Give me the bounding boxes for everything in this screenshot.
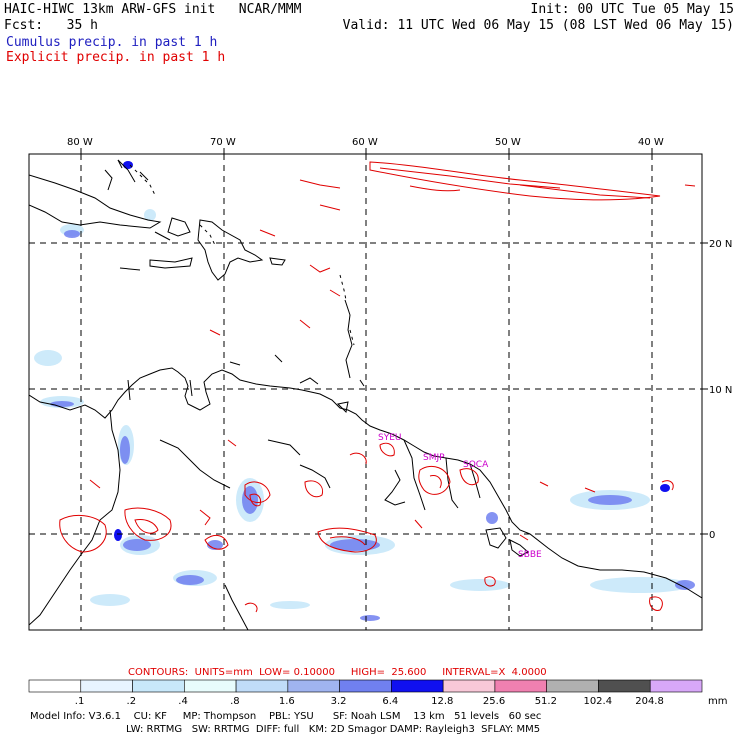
colorbar-tick-label: 204.8 [635,696,664,707]
lon-label: 50 W [495,137,521,148]
colorbar-cell [494,679,547,693]
coastlines [29,159,702,630]
contour-info: CONTOURS: UNITS=mm LOW= 0.10000 HIGH= 25… [128,667,547,678]
colorbar-tick-label: 6.4 [382,696,399,707]
colorbar-cell [546,679,599,693]
colorbar-cell [28,679,82,693]
colorbar-tick-label: 1.6 [278,696,295,707]
lon-ticks [80,148,708,535]
lat-lon-grid [29,154,702,630]
colorbar-tick-label: 12.8 [431,696,454,707]
colorbar-cell [184,679,237,693]
colorbar-cell [287,679,340,693]
colorbar-cell [442,679,496,693]
valid-time: Valid: 11 UTC Wed 06 May 15 (08 LST Wed … [342,18,734,33]
station-label: SOCA [463,460,489,470]
colorbar-tick-label: .4 [178,696,188,707]
lon-label: 60 W [352,137,378,148]
legend-cumulus: Cumulus precip. in past 1 h [6,35,218,50]
legend-explicit: Explicit precip. in past 1 h [6,50,226,65]
colorbar-tick-label: 51.2 [534,696,557,707]
map-frame [28,153,703,631]
model-info-line1: Model Info: V3.6.1 CU: KF MP: Thompson P… [30,711,542,722]
colorbar-tick-label: .1 [74,696,85,707]
colorbar-cell [235,679,289,693]
station-label: SBBE [518,550,542,560]
init-time: Init: 00 UTC Tue 05 May 15 [530,2,735,17]
colorbar-cell [339,679,392,693]
model-info-line2: LW: RRTMG SW: RRTMG DIFF: full KM: 2D Sm… [126,724,541,735]
colorbar-cell [598,679,651,693]
colorbar-tick-label: 25.6 [482,696,506,707]
lon-label: 40 W [638,137,664,148]
colorbar-tick-label: .2 [126,696,137,707]
lon-label: 70 W [210,137,236,148]
colorbar-cells [28,679,703,693]
colorbar-tick-label: 102.4 [583,696,613,707]
colorbar-units: mm [708,696,728,707]
political-borders [129,164,355,346]
colorbar-cell [649,679,703,693]
station-label: SYEU [378,433,401,443]
forecast-hour: Fcst: 35 h [4,18,98,33]
explicit-precip-contours [59,161,696,613]
lon-label: 80 W [67,137,93,148]
lat-label: 10 N [709,385,732,396]
colorbar-tick-label: 3.2 [330,696,347,707]
colorbar-cell [132,679,185,693]
colorbar-cell [391,679,444,693]
lat-label: 0 [709,530,715,541]
station-label: SMJP [423,453,445,463]
model-title: HAIC-HIWC 13km ARW-GFS init NCAR/MMM [4,2,302,17]
colorbar-tick-label: .8 [230,696,240,707]
colorbar-cell [80,679,133,693]
lat-label: 20 N [709,239,732,250]
